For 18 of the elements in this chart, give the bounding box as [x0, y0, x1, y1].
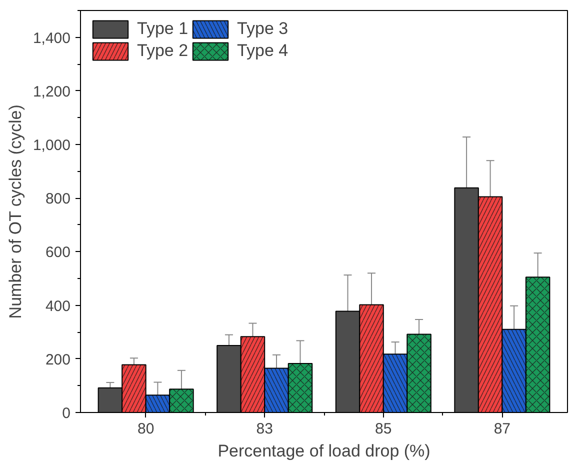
x-tick-label: 83 — [256, 420, 273, 438]
legend-label: Type 3 — [237, 19, 288, 39]
y-axis-title: Number of OT cycles (cycle) — [6, 104, 25, 319]
y-tick-label: 1,000 — [32, 137, 71, 154]
y-tick-label: 600 — [45, 244, 71, 262]
y-tick-label: 800 — [45, 190, 71, 208]
legend-label: Type 4 — [237, 41, 288, 61]
legend-label: Type 2 — [137, 41, 188, 61]
x-tick-label: 87 — [494, 420, 511, 438]
y-tick-label: 400 — [45, 298, 71, 315]
y-tick-label: 1,400 — [32, 30, 71, 47]
x-tick-label: 85 — [375, 420, 392, 438]
y-tick-label: 0 — [62, 405, 70, 422]
y-tick-label: 200 — [45, 351, 71, 368]
y-tick-label: 1,200 — [32, 83, 71, 100]
x-axis-title: Percentage of load drop (%) — [218, 442, 430, 460]
x-tick-label: 80 — [137, 420, 154, 438]
legend-label: Type 1 — [137, 19, 188, 39]
